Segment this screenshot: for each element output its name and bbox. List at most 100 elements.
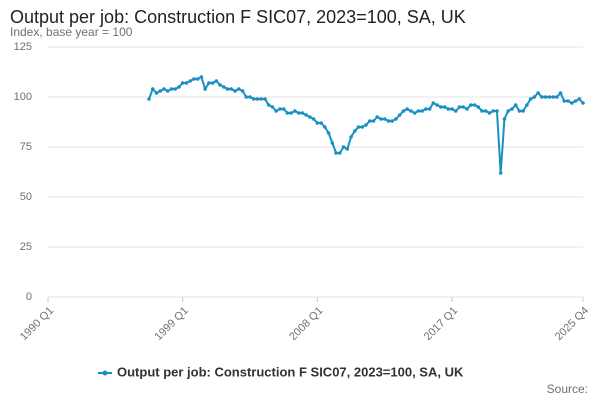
- data-point: [540, 95, 544, 99]
- data-point: [457, 105, 462, 109]
- data-point: [169, 87, 174, 91]
- data-point: [382, 117, 387, 121]
- data-point: [255, 97, 260, 101]
- x-tick-label: 2025 Q4: [553, 305, 591, 343]
- chart-title: Output per job: Construction F SIC07, 20…: [10, 7, 466, 27]
- data-point: [435, 103, 439, 107]
- data-point: [173, 87, 178, 91]
- data-point: [308, 115, 312, 119]
- data-point: [569, 101, 574, 105]
- data-point: [323, 125, 327, 129]
- data-point: [472, 103, 477, 107]
- x-tick-label: 1990 Q1: [18, 305, 56, 343]
- data-point: [558, 91, 563, 95]
- data-point: [244, 95, 249, 99]
- x-tick-label: 1999 Q1: [153, 305, 191, 343]
- data-point: [199, 75, 204, 79]
- data-point: [446, 107, 451, 111]
- data-point: [341, 145, 346, 149]
- data-point: [147, 97, 151, 101]
- data-point: [281, 107, 286, 111]
- data-point: [498, 171, 503, 175]
- data-point: [450, 107, 454, 111]
- data-point: [375, 115, 380, 119]
- data-point: [192, 77, 196, 81]
- data-point: [248, 95, 252, 99]
- data-point: [300, 111, 305, 115]
- data-point: [517, 109, 522, 113]
- data-point: [240, 89, 245, 93]
- data-point: [528, 97, 533, 101]
- legend-label: Output per job: Construction F SIC07, 20…: [117, 364, 464, 379]
- data-point: [506, 109, 510, 113]
- data-point: [439, 105, 443, 109]
- data-point: [412, 111, 417, 115]
- data-point: [513, 103, 518, 107]
- data-point: [150, 87, 155, 91]
- data-point: [461, 105, 466, 109]
- data-point: [551, 95, 555, 99]
- data-point: [338, 151, 342, 155]
- data-point: [581, 101, 585, 105]
- data-point: [263, 97, 267, 101]
- data-point: [521, 109, 525, 113]
- data-point: [394, 117, 398, 121]
- data-point: [495, 109, 499, 113]
- source: Source:: [547, 382, 588, 396]
- data-point: [225, 87, 230, 91]
- data-point: [266, 103, 271, 107]
- data-point: [311, 117, 316, 121]
- data-point: [510, 107, 514, 111]
- data-point: [278, 107, 282, 111]
- data-point: [222, 85, 226, 89]
- data-point: [577, 97, 582, 101]
- data-point: [285, 111, 290, 115]
- data-point: [386, 119, 391, 123]
- y-tick-label: 75: [20, 141, 32, 153]
- data-point: [345, 147, 350, 151]
- y-tick-label: 125: [14, 41, 32, 53]
- data-point: [562, 99, 567, 103]
- data-point: [218, 83, 222, 87]
- data-point: [326, 131, 331, 135]
- data-point: [397, 113, 402, 117]
- data-point: [573, 99, 578, 103]
- data-point: [184, 81, 189, 85]
- x-tick-label: 2008 Q1: [287, 305, 325, 343]
- data-point: [379, 117, 383, 121]
- data-point: [401, 109, 406, 113]
- data-point: [566, 99, 570, 103]
- data-point: [442, 105, 447, 109]
- data-point: [177, 85, 181, 89]
- data-point: [476, 105, 481, 109]
- data-point: [251, 97, 256, 101]
- data-point: [487, 111, 492, 115]
- data-point: [491, 109, 496, 113]
- data-point: [349, 135, 353, 139]
- data-point: [416, 109, 421, 113]
- data-point: [360, 125, 365, 129]
- data-point: [502, 117, 507, 121]
- data-point: [424, 107, 428, 111]
- legend: Output per job: Construction F SIC07, 20…: [98, 364, 464, 379]
- data-point: [483, 109, 488, 113]
- data-point: [532, 95, 537, 99]
- data-point: [319, 121, 323, 125]
- data-point: [480, 109, 484, 113]
- data-point: [229, 87, 234, 91]
- data-point: [203, 87, 207, 91]
- data-point: [259, 97, 264, 101]
- data-point: [543, 95, 548, 99]
- data-point: [158, 89, 163, 93]
- data-point: [431, 101, 436, 105]
- data-point: [195, 77, 200, 81]
- data-point: [330, 141, 335, 145]
- data-point: [352, 129, 357, 133]
- data-point: [427, 107, 432, 111]
- data-point: [367, 119, 372, 123]
- data-point: [465, 107, 469, 111]
- data-point: [188, 79, 192, 83]
- data-point: [154, 91, 159, 95]
- data-point: [371, 119, 376, 123]
